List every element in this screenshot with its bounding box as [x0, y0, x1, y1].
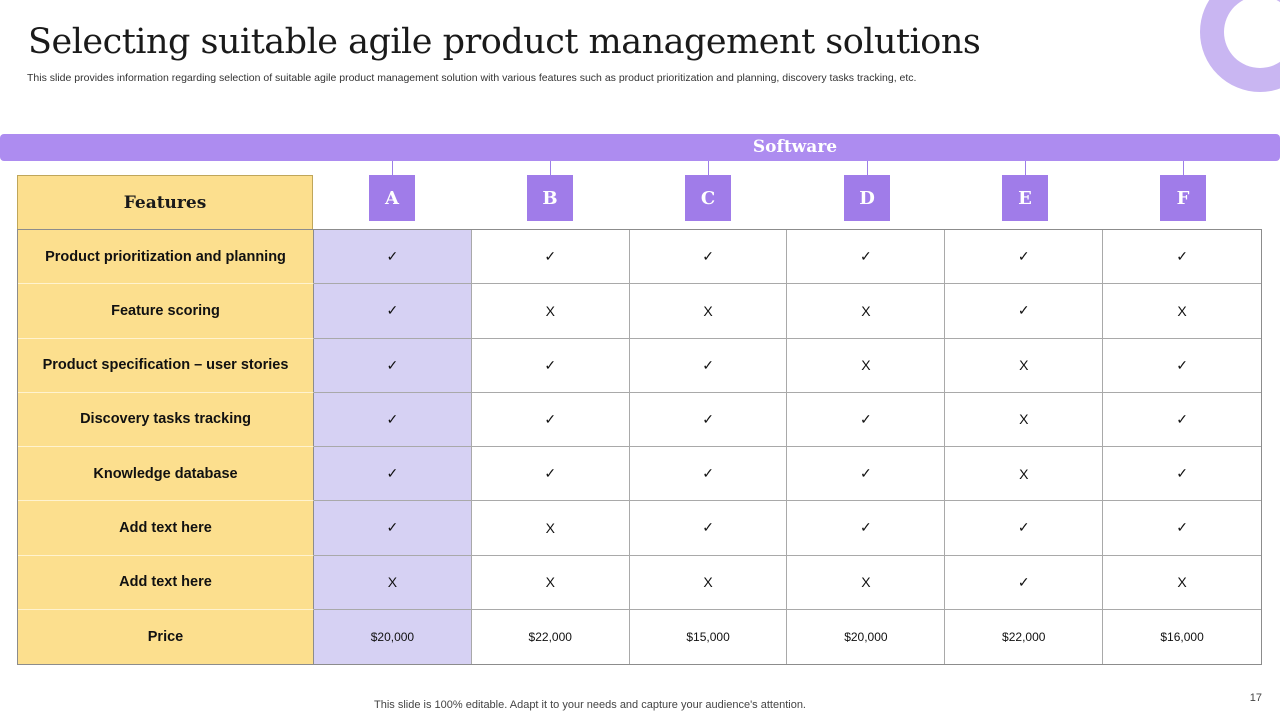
feature-support-cell: X	[471, 501, 630, 556]
comparison-table: Product prioritization and planning ✓ ✓ ✓ ✓ ✓…	[17, 229, 1262, 665]
slide-title: Selecting suitable agile product managem…	[28, 22, 981, 62]
feature-label: Product specification – user stories	[18, 338, 314, 393]
software-column-header: A	[369, 175, 415, 221]
price-cell: $22,000	[472, 609, 630, 664]
feature-support-cell: ✓	[787, 447, 946, 502]
feature-support-cell: ✓	[787, 501, 946, 556]
feature-support-cell: ✓	[945, 501, 1104, 556]
feature-support-cell: X	[945, 447, 1104, 502]
software-group-header: Software	[0, 134, 1280, 161]
feature-support-cell: ✓	[629, 447, 788, 502]
software-column-header: B	[527, 175, 573, 221]
page-number: 17	[1249, 692, 1262, 704]
feature-support-cell: ✓	[314, 338, 472, 393]
feature-support-cell: ✓	[1103, 447, 1261, 502]
feature-support-cell: ✓	[1103, 501, 1261, 556]
software-column-header: F	[1160, 175, 1206, 221]
feature-support-cell: ✓	[1103, 393, 1261, 447]
column-connector-line	[708, 161, 709, 175]
feature-support-cell: ✓	[629, 392, 788, 447]
feature-support-cell: X	[314, 555, 472, 610]
feature-support-cell: X	[1103, 284, 1261, 339]
feature-support-cell: ✓	[629, 501, 788, 556]
corner-decoration-ring	[1200, 0, 1280, 92]
feature-support-cell: ✓	[314, 501, 472, 556]
price-cell: $15,000	[630, 609, 788, 664]
column-connector-line	[867, 161, 868, 175]
feature-support-cell: X	[471, 555, 630, 610]
slide-subtitle: This slide provides information regardin…	[27, 72, 917, 84]
feature-support-cell: X	[1103, 556, 1261, 610]
price-cell: $16,000	[1160, 629, 1204, 644]
feature-support-cell: ✓	[1103, 230, 1261, 285]
feature-support-cell: X	[787, 555, 946, 610]
price-cell: $22,000	[945, 609, 1104, 664]
feature-support-cell: ✓	[945, 284, 1104, 339]
feature-label: Add text here	[18, 555, 314, 610]
feature-label: Product prioritization and planning	[18, 230, 314, 285]
feature-support-cell: ✓	[471, 447, 630, 502]
feature-support-cell: X	[787, 338, 946, 393]
feature-support-cell: ✓	[471, 338, 630, 393]
feature-support-cell: ✓	[471, 392, 630, 447]
feature-support-cell: ✓	[629, 230, 788, 285]
feature-support-cell: ✓	[471, 230, 630, 285]
feature-label: Price	[18, 609, 314, 664]
software-column-header: C	[685, 175, 731, 221]
column-connector-line	[392, 161, 393, 175]
feature-label: Discovery tasks tracking	[18, 392, 314, 447]
feature-support-cell: ✓	[629, 338, 788, 393]
feature-support-cell: X	[629, 284, 788, 339]
column-connector-line	[550, 161, 551, 175]
feature-support-cell: ✓	[314, 230, 472, 285]
feature-support-cell: ✓	[787, 392, 946, 447]
feature-support-cell: ✓	[314, 392, 472, 447]
footer-text: This slide is 100% editable. Adapt it to…	[374, 699, 806, 711]
feature-support-cell: ✓	[945, 230, 1104, 285]
feature-support-cell: ✓	[787, 230, 946, 285]
price-cell: $20,000	[314, 609, 472, 664]
software-column-header: E	[1002, 175, 1048, 221]
feature-support-cell: X	[945, 338, 1104, 393]
feature-support-cell: ✓	[1103, 339, 1261, 393]
feature-support-cell: ✓	[945, 555, 1104, 610]
feature-support-cell: X	[945, 392, 1104, 447]
feature-label: Knowledge database	[18, 447, 314, 502]
software-column-header: D	[844, 175, 890, 221]
feature-support-cell: X	[629, 555, 788, 610]
column-connector-line	[1183, 161, 1184, 175]
slide-footer: This slide is 100% editable. Adapt it to…	[0, 699, 1280, 711]
feature-support-cell: ✓	[314, 284, 472, 339]
feature-support-cell: X	[471, 284, 630, 339]
feature-support-cell: ✓	[314, 447, 472, 502]
feature-support-cell: X	[787, 284, 946, 339]
features-header: Features	[17, 175, 313, 230]
feature-label: Feature scoring	[18, 284, 314, 339]
price-cell: $20,000	[787, 609, 946, 664]
column-connector-line	[1025, 161, 1026, 175]
feature-label: Add text here	[18, 501, 314, 556]
